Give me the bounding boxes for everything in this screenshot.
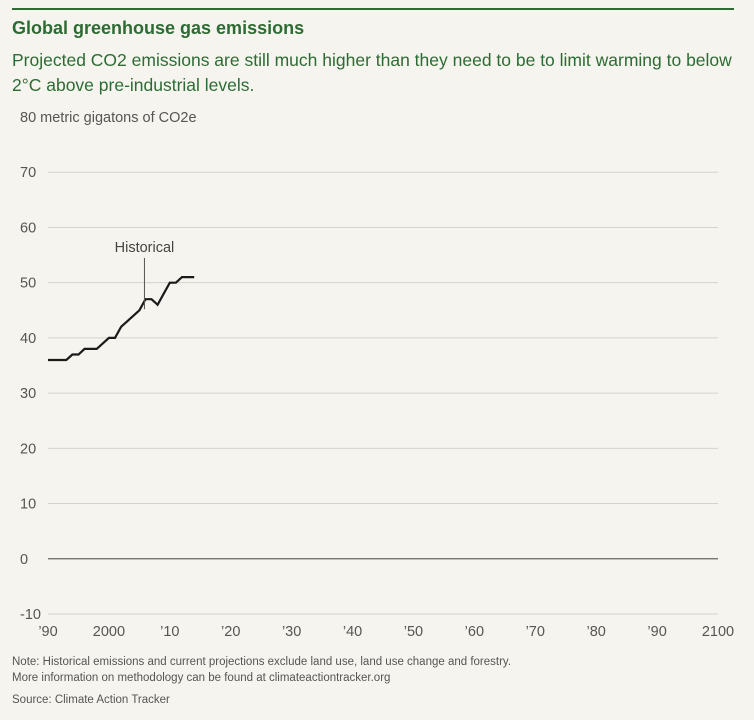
y-tick-label: -10	[20, 607, 41, 623]
x-tick-label: ’80	[587, 624, 606, 640]
x-tick-label: ’20	[221, 624, 240, 640]
x-tick-label: ’70	[526, 624, 545, 640]
y-tick-label: 80 metric gigatons of CO2e	[20, 110, 197, 126]
top-rule	[12, 8, 734, 10]
chart-notes: Note: Historical emissions and current p…	[12, 654, 511, 686]
x-tick-label: ’90	[647, 624, 666, 640]
y-tick-label: 0	[20, 552, 28, 568]
y-tick-label: 60	[20, 220, 36, 236]
y-tick-label: 70	[20, 165, 36, 181]
emissions-line-chart: -10 0 10 20 30 40 50 60 70 80 metric gigatons of …	[20, 110, 734, 640]
y-tick-label: 10	[20, 497, 36, 513]
x-tick-label: ’10	[160, 624, 179, 640]
note-line-2: More information on methodology can be f…	[12, 672, 391, 684]
y-tick-label: 30	[20, 386, 36, 402]
chart-title: Global greenhouse gas emissions	[12, 18, 305, 38]
x-tick-label: 2000	[93, 624, 125, 640]
x-tick-label: ’60	[465, 624, 484, 640]
y-tick-label: 20	[20, 441, 36, 457]
y-tick-label: 40	[20, 331, 36, 347]
series-line-historical	[48, 276, 195, 362]
x-tick-label: ’30	[282, 624, 301, 640]
x-tick-label: 2100	[702, 624, 734, 640]
note-line-1: Note: Historical emissions and current p…	[12, 656, 512, 668]
y-tick-label: 50	[20, 276, 36, 292]
x-tick-label: ’50	[404, 624, 423, 640]
chart-source: Source: Climate Action Tracker	[12, 694, 170, 706]
series-label: Historical	[115, 240, 175, 256]
chart-subtitle: Projected CO2 emissions are still much h…	[12, 50, 732, 95]
x-tick-label: ’90	[38, 624, 57, 640]
x-tick-label: ’40	[343, 624, 362, 640]
